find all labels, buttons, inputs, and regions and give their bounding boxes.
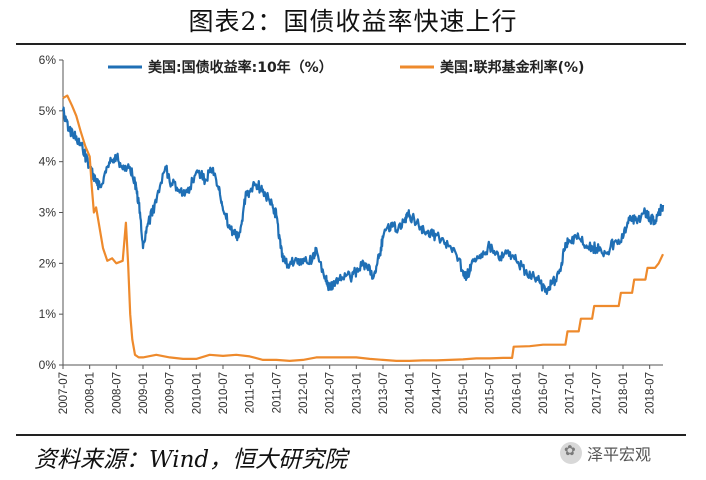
y-tick-label: 2% bbox=[39, 256, 57, 270]
us-10y-yield-line bbox=[61, 106, 665, 295]
x-tick-label: 2017-01 bbox=[565, 372, 577, 414]
x-tick-label: 2007-07 bbox=[58, 372, 70, 414]
x-tick-label: 2008-07 bbox=[111, 372, 123, 414]
chart-title: 图表2：国债收益率快速上行 bbox=[188, 7, 518, 36]
watermark: 泽平宏观 bbox=[560, 439, 651, 467]
x-tick-label: 2010-01 bbox=[191, 372, 203, 414]
x-tick-label: 2016-01 bbox=[511, 372, 523, 414]
watermark-text: 泽平宏观 bbox=[587, 445, 652, 464]
x-tick-label: 2014-07 bbox=[431, 372, 443, 414]
x-tick-label: 2013-07 bbox=[378, 372, 390, 414]
y-tick-label: 3% bbox=[39, 206, 57, 220]
wechat-flower-icon bbox=[560, 442, 582, 464]
y-tick-label: 0% bbox=[39, 358, 57, 372]
x-tick-label: 2011-01 bbox=[245, 372, 257, 413]
x-tick-label: 2009-07 bbox=[165, 372, 177, 414]
x-tick-label: 2013-01 bbox=[351, 372, 363, 414]
x-tick-label: 2011-07 bbox=[271, 372, 283, 413]
y-tick-label: 6% bbox=[39, 53, 57, 67]
x-tick-label: 2012-07 bbox=[325, 372, 337, 414]
x-tick-label: 2012-01 bbox=[298, 372, 310, 414]
x-tick-label: 2016-07 bbox=[538, 372, 550, 414]
x-tick-label: 2017-07 bbox=[591, 372, 603, 414]
legend-label: 美国:联邦基金利率(%) bbox=[440, 59, 584, 76]
y-tick-label: 5% bbox=[39, 104, 57, 118]
y-tick-label: 1% bbox=[39, 307, 57, 321]
x-tick-label: 2009-01 bbox=[138, 372, 150, 414]
x-tick-label: 2018-07 bbox=[645, 372, 657, 414]
x-tick-label: 2014-01 bbox=[405, 372, 417, 414]
footer-rule bbox=[16, 434, 686, 436]
x-tick-label: 2015-07 bbox=[485, 372, 497, 414]
legend-label: 美国:国债收益率:10年（%） bbox=[148, 59, 333, 76]
fed-funds-rate-line bbox=[62, 94, 664, 362]
line-chart: 0% 1% 2% 3% 4% 5% 6% 2007-07 2008-01 2008-07 2009-… bbox=[39, 53, 665, 414]
x-tick-label: 2008-01 bbox=[85, 372, 97, 414]
y-tick-label: 4% bbox=[39, 155, 57, 169]
x-tick-label: 2010-07 bbox=[218, 372, 230, 414]
x-tick-label: 2015-01 bbox=[458, 372, 470, 414]
title-rule bbox=[16, 43, 686, 45]
x-tick-label: 2018-01 bbox=[618, 372, 630, 414]
source-note: 资料来源：Wind，恒大研究院 bbox=[34, 447, 348, 473]
